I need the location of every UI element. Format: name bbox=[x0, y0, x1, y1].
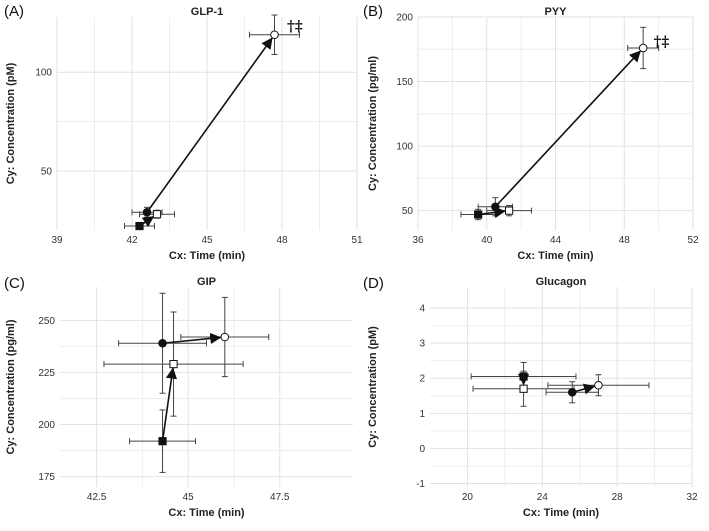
gridlines bbox=[60, 287, 353, 487]
panel-2: (B) PYY 36 40 44 48 52 50 100 150 200 Cx: Time (min… bbox=[363, 3, 699, 262]
open-circle-marker bbox=[220, 332, 230, 342]
y-tick-label: 1 bbox=[419, 409, 425, 420]
panel-4: (D) Glucagon 20 24 28 32 -1 0 1 2 3 4 Cx: Time (min)… bbox=[363, 275, 698, 519]
x-tick-label: 48 bbox=[619, 235, 631, 246]
filled-circle-marker bbox=[567, 387, 577, 397]
y-tick-label: 0 bbox=[419, 444, 425, 455]
filled-circle-marker bbox=[142, 207, 152, 217]
y-tick-label: 225 bbox=[38, 368, 55, 379]
x-tick-label: 44 bbox=[550, 235, 562, 246]
open-square-marker bbox=[152, 210, 162, 219]
panel-label: (D) bbox=[363, 275, 384, 292]
x-tick-label: 24 bbox=[537, 492, 549, 503]
connector-arrow bbox=[162, 332, 222, 345]
y-tick-label: -1 bbox=[416, 479, 425, 490]
open-square-marker bbox=[169, 359, 178, 369]
y-tick-label: 100 bbox=[396, 142, 413, 153]
x-axis-label: Cx: Time (min) bbox=[168, 507, 245, 519]
x-axis-label: Cx: Time (min) bbox=[517, 250, 594, 262]
panel-label: (C) bbox=[4, 275, 25, 292]
x-tick-label: 40 bbox=[481, 235, 493, 246]
panel-label: (A) bbox=[4, 3, 24, 20]
connector-arrow bbox=[494, 50, 641, 208]
filled-square-marker bbox=[474, 210, 483, 219]
filled-circle-marker bbox=[158, 338, 167, 348]
connector-arrow bbox=[146, 37, 273, 213]
y-tick-label: 3 bbox=[419, 339, 425, 350]
x-axis-label: Cx: Time (min) bbox=[523, 507, 600, 519]
y-tick-label: 200 bbox=[396, 13, 413, 24]
connector-arrow bbox=[478, 206, 506, 219]
x-tick-label: 45 bbox=[201, 235, 213, 246]
panel-3: (C) GIP 42.5 45 47.5 175 200 225 250 Cx: Time (mi… bbox=[4, 275, 353, 519]
open-square-marker bbox=[504, 206, 514, 215]
x-tick-label: 20 bbox=[462, 492, 474, 503]
x-tick-label: 52 bbox=[687, 235, 699, 246]
open-square-marker bbox=[519, 384, 528, 393]
y-tick-label: 200 bbox=[38, 420, 55, 431]
y-axis-label: Cy: Concentration (pg/ml) bbox=[5, 319, 17, 454]
y-tick-label: 50 bbox=[41, 166, 53, 177]
chart-title: Glucagon bbox=[536, 276, 587, 288]
open-circle-marker bbox=[594, 380, 603, 390]
x-tick-label: 48 bbox=[276, 235, 288, 246]
panel-label: (B) bbox=[363, 3, 383, 20]
y-axis-label: Cy: Concentration (pM) bbox=[367, 326, 379, 448]
chart-title: GLP-1 bbox=[191, 6, 223, 18]
significance-annotation: †‡ bbox=[653, 33, 669, 51]
y-tick-label: 250 bbox=[38, 316, 55, 327]
x-tick-label: 51 bbox=[351, 235, 363, 246]
x-tick-label: 39 bbox=[51, 235, 63, 246]
filled-square-marker bbox=[158, 437, 167, 446]
gridlines bbox=[430, 287, 693, 487]
x-tick-label: 47.5 bbox=[270, 492, 290, 503]
filled-circle-marker bbox=[491, 202, 500, 212]
y-axis-label: Cy: Concentration (pM) bbox=[5, 62, 17, 184]
open-circle-marker bbox=[270, 30, 279, 40]
y-axis-label: Cy: Concentration (pg/ml) bbox=[367, 56, 379, 191]
x-tick-label: 42.5 bbox=[87, 492, 107, 503]
x-axis-label: Cx: Time (min) bbox=[169, 250, 246, 262]
x-tick-label: 36 bbox=[412, 235, 424, 246]
gridlines bbox=[417, 16, 694, 230]
x-tick-label: 32 bbox=[686, 492, 698, 503]
filled-square-marker bbox=[519, 372, 528, 381]
y-tick-label: 2 bbox=[419, 374, 425, 385]
y-tick-label: 50 bbox=[402, 206, 414, 217]
x-tick-label: 28 bbox=[612, 492, 624, 503]
open-circle-marker bbox=[638, 43, 648, 53]
y-tick-label: 175 bbox=[38, 472, 55, 483]
chart-title: PYY bbox=[544, 6, 567, 18]
y-tick-label: 4 bbox=[419, 304, 425, 315]
y-tick-label: 150 bbox=[396, 77, 413, 88]
panel-1: (A) GLP-1 39 42 45 48 51 50 100 Cx: Time (min) Cy:… bbox=[4, 3, 363, 262]
x-tick-label: 45 bbox=[183, 492, 195, 503]
connector-arrow bbox=[161, 367, 178, 442]
gridlines bbox=[56, 17, 358, 230]
chart-title: GIP bbox=[197, 276, 216, 288]
x-tick-label: 42 bbox=[126, 235, 138, 246]
y-tick-label: 100 bbox=[35, 68, 52, 79]
filled-square-marker bbox=[135, 221, 144, 231]
significance-annotation: †‡ bbox=[287, 17, 303, 35]
